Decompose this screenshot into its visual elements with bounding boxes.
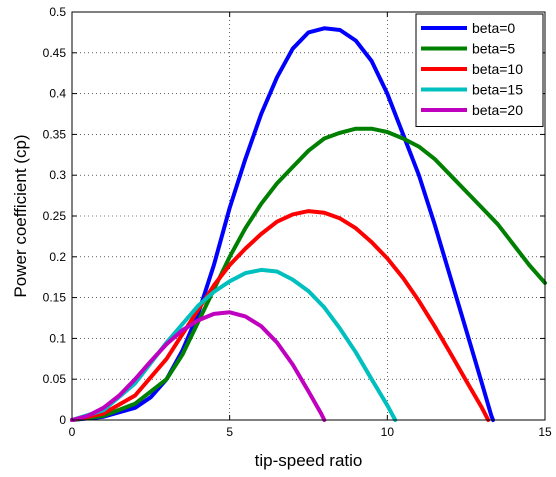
y-axis-label: Power coefficient (cp) [11, 134, 30, 297]
legend-label: beta=5 [472, 41, 515, 57]
legend-label: beta=15 [472, 82, 523, 98]
x-tick-label: 5 [226, 425, 233, 439]
y-tick-label: 0.3 [49, 168, 66, 182]
grid-lines [71, 11, 546, 421]
y-tick-label: 0.25 [43, 209, 67, 223]
series-line-beta-5 [70, 126, 547, 422]
y-tick-label: 0.45 [43, 46, 67, 60]
series-line-beta-10 [70, 209, 491, 422]
legend-label: beta=0 [472, 20, 515, 36]
y-tick-label: 0.35 [43, 127, 67, 141]
x-tick-label: 15 [538, 425, 552, 439]
y-tick-label: 0.4 [49, 87, 66, 101]
series-line-beta-20 [70, 310, 327, 422]
series-layer [70, 26, 547, 422]
tick-layer: 0 5 10 15 0 0.05 0.1 0.15 0.2 0.25 0.3 0.35 0.4 0.45 0… [43, 5, 552, 439]
x-axis-label: tip-speed ratio [255, 451, 363, 470]
y-tick-label: 0.5 [49, 5, 66, 19]
legend-label: beta=20 [472, 102, 523, 118]
y-tick-label: 0.1 [49, 331, 66, 345]
y-tick-label: 0.05 [43, 372, 67, 386]
legend: beta=0 beta=5 beta=10 beta=15 beta=20 [415, 13, 544, 127]
y-tick-label: 0 [59, 413, 66, 427]
y-tick-label: 0.2 [49, 250, 66, 264]
legend-label: beta=10 [472, 61, 523, 77]
x-tick-label: 0 [69, 425, 76, 439]
x-tick-label: 10 [381, 425, 395, 439]
y-tick-label: 0.15 [43, 291, 67, 305]
